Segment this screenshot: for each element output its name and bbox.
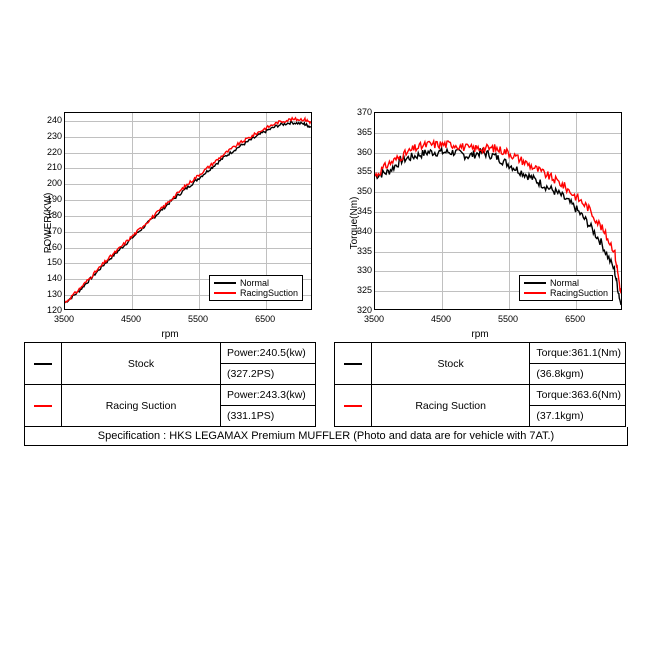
series-swatch	[25, 343, 62, 385]
x-tick: 5500	[188, 314, 208, 324]
y-tick: 170	[32, 226, 62, 236]
y-tick: 340	[342, 226, 372, 236]
y-tick: 370	[342, 107, 372, 117]
spec-footer: Specification : HKS LEGAMAX Premium MUFF…	[24, 427, 628, 446]
plot-area: NormalRacingSuction	[374, 112, 622, 310]
x-tick: 3500	[54, 314, 74, 324]
y-tick: 345	[342, 206, 372, 216]
series-value-sub: (37.1kgm)	[530, 406, 626, 427]
series-swatch	[335, 343, 372, 385]
series-value: Torque:363.6(Nm)	[530, 385, 626, 406]
x-tick: 4500	[121, 314, 141, 324]
plot-area: NormalRacingSuction	[64, 112, 312, 310]
y-axis-label: Torque(Nm)	[349, 197, 360, 250]
series-swatch	[335, 385, 372, 427]
series-swatch	[25, 385, 62, 427]
y-tick: 210	[32, 162, 62, 172]
y-tick: 330	[342, 265, 372, 275]
x-tick: 6500	[255, 314, 275, 324]
x-tick: 6500	[565, 314, 585, 324]
series-value: Power:243.3(kw)	[221, 385, 316, 406]
y-tick: 200	[32, 178, 62, 188]
y-tick: 325	[342, 285, 372, 295]
charts-row: POWER(KW)rpmNormalRacingSuction120130140…	[24, 108, 626, 338]
y-tick: 180	[32, 210, 62, 220]
x-tick: 3500	[364, 314, 384, 324]
y-tick: 365	[342, 127, 372, 137]
y-tick: 130	[32, 289, 62, 299]
y-tick: 190	[32, 194, 62, 204]
y-tick: 230	[32, 131, 62, 141]
x-tick: 5500	[498, 314, 518, 324]
legend: NormalRacingSuction	[519, 275, 613, 301]
y-tick: 160	[32, 242, 62, 252]
torque-chart: Torque(Nm)rpmNormalRacingSuction32032533…	[334, 108, 626, 338]
power-table: StockPower:240.5(kw)(327.2PS)Racing Suct…	[24, 342, 316, 427]
series-name: Stock	[371, 343, 529, 385]
series-name: Stock	[62, 343, 221, 385]
y-tick: 240	[32, 115, 62, 125]
series-value-sub: (36.8kgm)	[530, 364, 626, 385]
y-tick: 220	[32, 147, 62, 157]
series-value: Power:240.5(kw)	[221, 343, 316, 364]
y-tick: 150	[32, 257, 62, 267]
series-value-sub: (331.1PS)	[221, 406, 316, 427]
x-tick: 4500	[431, 314, 451, 324]
y-tick: 355	[342, 166, 372, 176]
y-tick: 350	[342, 186, 372, 196]
torque-table: StockTorque:361.1(Nm)(36.8kgm)Racing Suc…	[334, 342, 626, 427]
series-name: Racing Suction	[62, 385, 221, 427]
power-chart: POWER(KW)rpmNormalRacingSuction120130140…	[24, 108, 316, 338]
series-value-sub: (327.2PS)	[221, 364, 316, 385]
y-tick: 360	[342, 147, 372, 157]
x-axis-label: rpm	[161, 329, 178, 340]
x-axis-label: rpm	[471, 329, 488, 340]
legend: NormalRacingSuction	[209, 275, 303, 301]
series-value: Torque:361.1(Nm)	[530, 343, 626, 364]
series-name: Racing Suction	[371, 385, 529, 427]
page-root: POWER(KW)rpmNormalRacingSuction120130140…	[24, 108, 626, 446]
y-tick: 140	[32, 273, 62, 283]
tables-row: StockPower:240.5(kw)(327.2PS)Racing Suct…	[24, 342, 626, 427]
y-tick: 335	[342, 246, 372, 256]
